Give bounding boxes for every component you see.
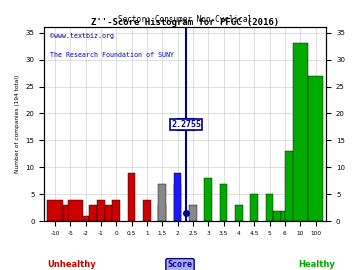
- Bar: [112, 200, 120, 221]
- Bar: [128, 173, 135, 221]
- Bar: [204, 178, 212, 221]
- Bar: [285, 151, 300, 221]
- Bar: [189, 205, 197, 221]
- Bar: [82, 216, 90, 221]
- Bar: [308, 76, 323, 221]
- Y-axis label: Number of companies (194 total): Number of companies (194 total): [15, 75, 20, 174]
- Bar: [273, 211, 281, 221]
- Bar: [143, 200, 151, 221]
- Bar: [158, 184, 166, 221]
- Bar: [90, 205, 97, 221]
- Title: Z''-Score Histogram for PFGC (2016): Z''-Score Histogram for PFGC (2016): [91, 18, 279, 27]
- Text: Unhealthy: Unhealthy: [47, 260, 95, 269]
- Bar: [220, 184, 228, 221]
- Bar: [97, 200, 105, 221]
- Bar: [281, 211, 289, 221]
- Bar: [63, 205, 78, 221]
- Bar: [48, 200, 63, 221]
- Bar: [174, 173, 181, 221]
- Text: Healthy: Healthy: [298, 260, 335, 269]
- Text: ©www.textbiz.org: ©www.textbiz.org: [50, 33, 114, 39]
- Text: 2.2755: 2.2755: [171, 120, 201, 129]
- Text: Score: Score: [167, 260, 193, 269]
- Bar: [251, 194, 258, 221]
- Bar: [235, 205, 243, 221]
- Bar: [266, 194, 273, 221]
- Text: The Research Foundation of SUNY: The Research Foundation of SUNY: [50, 52, 174, 58]
- Bar: [105, 205, 112, 221]
- Text: Sector: Consumer Non-Cyclical: Sector: Consumer Non-Cyclical: [118, 15, 252, 24]
- Bar: [293, 43, 308, 221]
- Bar: [158, 205, 166, 221]
- Bar: [68, 200, 83, 221]
- Bar: [174, 184, 181, 221]
